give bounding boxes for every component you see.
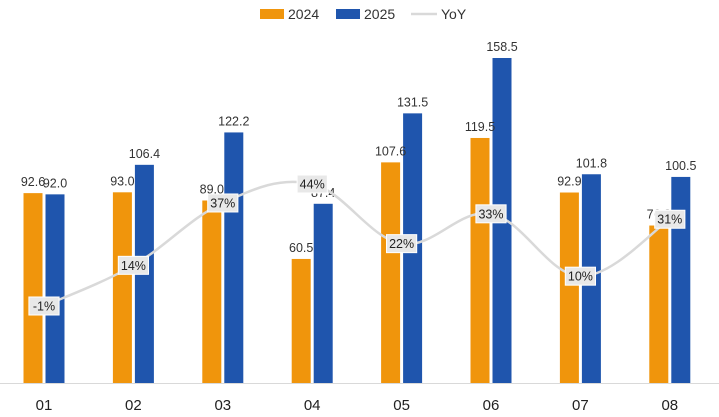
bars: 92.692.093.0106.489.0122.260.587.4107.61… — [21, 40, 696, 383]
legend-swatch-2025 — [336, 9, 360, 19]
bar-2024-06 — [470, 137, 490, 383]
bar-2024-01 — [23, 193, 43, 383]
bar-label-2024-02: 93.0 — [110, 174, 134, 188]
x-tick-08: 08 — [661, 397, 678, 414]
yoy-label-box-04 — [296, 174, 328, 194]
yoy-label-box-08 — [654, 209, 686, 229]
legend-label-2024: 2024 — [288, 6, 319, 22]
yoy-label-box-05 — [386, 234, 418, 254]
legend-label-2025: 2025 — [364, 6, 395, 22]
yoy-label-box-01 — [28, 296, 60, 316]
legend: 2024 2025 YoY — [260, 6, 467, 22]
bar-2024-02 — [112, 192, 132, 383]
yoy-label-06: 33% — [478, 207, 503, 221]
bar-2024-04 — [291, 258, 311, 383]
bar-2024-08 — [649, 225, 669, 383]
yoy-label-box-03 — [207, 193, 239, 213]
yoy-label-07: 10% — [568, 270, 593, 284]
yoy-label-05: 22% — [389, 237, 414, 251]
bar-label-2024-01: 92.6 — [21, 175, 45, 189]
yoy-label-02: 14% — [121, 259, 146, 273]
x-tick-01: 01 — [36, 397, 53, 414]
bar-label-2024-05: 107.6 — [375, 144, 406, 158]
bar-2025-03 — [224, 132, 244, 383]
bar-label-2025-01: 92.0 — [43, 176, 67, 190]
yoy-label-box-02 — [117, 255, 150, 275]
yoy-label-box-07 — [564, 266, 596, 286]
legend-label-YoY: YoY — [441, 6, 467, 22]
yoy-line: -1% 14% 37% 44% 22% 33% 10% 31% — [28, 174, 686, 316]
x-tick-05: 05 — [393, 397, 410, 414]
x-tick-06: 06 — [483, 397, 500, 414]
bar-label-2025-06: 158.5 — [486, 40, 517, 54]
bar-2024-07 — [559, 192, 579, 383]
x-tick-02: 02 — [125, 397, 142, 414]
bar-label-2025-08: 100.5 — [665, 159, 696, 173]
bar-label-2025-02: 106.4 — [129, 147, 160, 161]
x-axis-ticks: 01 02 03 04 05 06 07 08 — [36, 397, 678, 414]
bar-2024-05 — [381, 162, 401, 383]
bar-2025-08 — [671, 176, 691, 383]
yoy-label-03: 37% — [210, 196, 235, 210]
bar-2025-04 — [313, 203, 333, 383]
bar-label-2025-07: 101.8 — [576, 156, 607, 170]
bar-label-2025-05: 131.5 — [397, 95, 428, 109]
bar-label-2024-04: 60.5 — [289, 241, 313, 255]
bar-label-2024-07: 92.9 — [557, 175, 581, 189]
bar-label-2024-03: 89.0 — [200, 183, 224, 197]
x-tick-04: 04 — [304, 397, 321, 414]
bar-2025-01 — [45, 194, 65, 383]
bar-label-2024-06: 119.5 — [465, 120, 495, 134]
bar-label-2025-03: 122.2 — [218, 114, 249, 128]
yoy-label-01: -1% — [33, 300, 55, 314]
legend-swatch-2024 — [260, 9, 284, 19]
yoy-label-box-06 — [475, 204, 507, 224]
x-tick-07: 07 — [572, 397, 589, 414]
bar-2024-03 — [202, 200, 222, 383]
x-tick-03: 03 — [214, 397, 231, 414]
yoy-label-08: 31% — [657, 213, 682, 227]
yoy-label-04: 44% — [300, 178, 325, 192]
